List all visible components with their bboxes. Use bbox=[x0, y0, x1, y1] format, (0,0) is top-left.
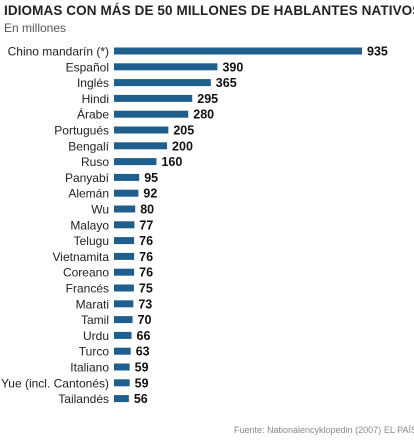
value-label: 295 bbox=[197, 92, 218, 106]
source-note: Fuente: Nationalencyklopedin (2007) bbox=[234, 425, 382, 435]
bar bbox=[114, 268, 135, 276]
value-label: 77 bbox=[139, 218, 153, 232]
value-label: 160 bbox=[161, 155, 182, 169]
value-label: 365 bbox=[216, 76, 237, 90]
bar bbox=[114, 237, 135, 245]
category-label: Urdu bbox=[83, 329, 109, 343]
category-label: Italiano bbox=[70, 361, 109, 375]
category-label: Español bbox=[66, 60, 109, 74]
category-label: Alemán bbox=[68, 187, 109, 201]
category-label: Tailandés bbox=[58, 392, 109, 406]
bar bbox=[114, 79, 211, 87]
category-label: Chino mandarín (*) bbox=[8, 45, 109, 59]
category-label: Turco bbox=[79, 345, 110, 359]
bar bbox=[114, 189, 139, 197]
category-label: Tamil bbox=[81, 313, 109, 327]
bar bbox=[114, 142, 168, 150]
bar bbox=[114, 94, 193, 102]
value-label: 76 bbox=[139, 250, 153, 264]
bar bbox=[114, 173, 140, 181]
bar bbox=[114, 110, 189, 118]
chart-title: IDIOMAS CON MÁS DE 50 MILLONES DE HABLAN… bbox=[4, 3, 414, 18]
bar bbox=[114, 347, 131, 355]
bar bbox=[114, 379, 130, 387]
category-label: Francés bbox=[66, 282, 109, 296]
bar bbox=[114, 300, 134, 308]
value-label: 73 bbox=[138, 297, 152, 311]
value-label: 76 bbox=[139, 266, 153, 280]
category-label: Ruso bbox=[81, 155, 109, 169]
bar bbox=[114, 252, 135, 260]
bar bbox=[114, 395, 129, 403]
category-label: Bengalí bbox=[68, 139, 109, 153]
category-label: Vietnamita bbox=[53, 250, 110, 264]
bar bbox=[114, 363, 130, 371]
category-label: Marati bbox=[76, 297, 109, 311]
value-label: 95 bbox=[144, 171, 158, 185]
category-label: Malayo bbox=[70, 218, 109, 232]
bar bbox=[114, 316, 133, 324]
value-label: 92 bbox=[143, 187, 157, 201]
category-label: Hindi bbox=[82, 92, 109, 106]
value-label: 63 bbox=[136, 345, 150, 359]
value-label: 200 bbox=[172, 139, 193, 153]
value-label: 76 bbox=[139, 234, 153, 248]
category-label: Inglés bbox=[77, 76, 109, 90]
bar bbox=[114, 126, 169, 134]
category-label: Telugu bbox=[74, 234, 109, 248]
bar bbox=[114, 63, 218, 71]
publisher-credit: EL PAÍS bbox=[384, 425, 414, 435]
category-label: Wu bbox=[91, 203, 109, 217]
bar bbox=[114, 221, 135, 229]
value-label: 56 bbox=[134, 392, 148, 406]
value-label: 59 bbox=[135, 361, 149, 375]
bar bbox=[114, 47, 362, 55]
category-label: Coreano bbox=[63, 266, 109, 280]
category-label: Árabe bbox=[77, 107, 109, 122]
category-label: Portugués bbox=[54, 124, 109, 138]
bar bbox=[114, 205, 136, 213]
value-label: 80 bbox=[140, 203, 154, 217]
chart-subtitle: En millones bbox=[4, 21, 67, 35]
value-label: 280 bbox=[193, 108, 214, 122]
value-label: 66 bbox=[137, 329, 151, 343]
value-label: 935 bbox=[367, 45, 388, 59]
category-label: Panyabí bbox=[65, 171, 110, 185]
value-label: 205 bbox=[173, 124, 194, 138]
value-label: 70 bbox=[138, 313, 152, 327]
bar bbox=[114, 158, 157, 166]
value-label: 75 bbox=[139, 282, 153, 296]
bar bbox=[114, 284, 134, 292]
bar bbox=[114, 331, 132, 339]
category-label: Yue (incl. Cantonés) bbox=[1, 376, 109, 390]
value-label: 390 bbox=[222, 60, 243, 74]
value-label: 59 bbox=[135, 376, 149, 390]
